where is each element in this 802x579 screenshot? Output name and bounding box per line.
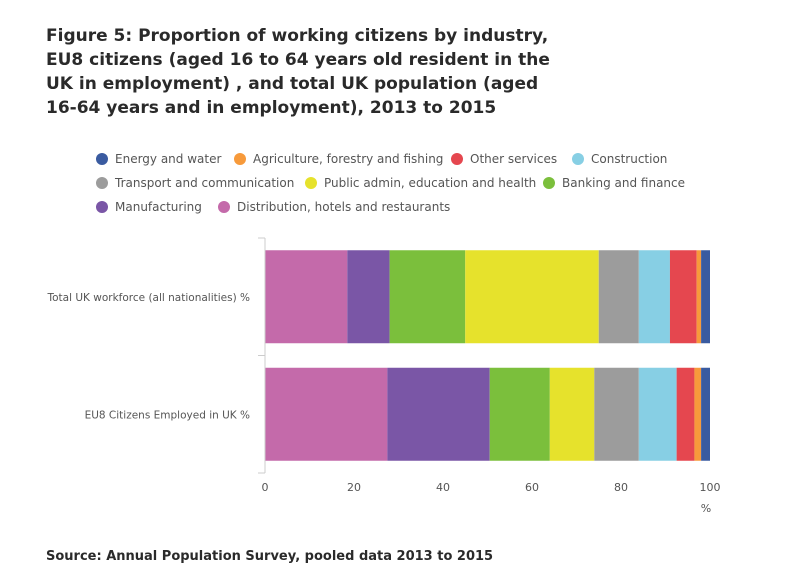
legend-swatch-public-admin xyxy=(305,177,317,189)
legend-swatch-other-services xyxy=(451,153,463,165)
legend-item-other-services[interactable]: Other services xyxy=(451,150,557,168)
legend-item-manufacturing[interactable]: Manufacturing xyxy=(96,198,202,216)
bar-segment-public-admin-education-and-health xyxy=(465,250,599,344)
x-tick-label: 0 xyxy=(262,481,269,494)
chart-legend: Energy and water Agriculture, forestry a… xyxy=(96,150,736,222)
legend-item-distribution[interactable]: Distribution, hotels and restaurants xyxy=(218,198,450,216)
bar-segment-distribution-hotels-and-restaurants xyxy=(265,250,348,344)
legend-row: Transport and communication Public admin… xyxy=(96,174,736,198)
legend-label-construction: Construction xyxy=(591,152,668,166)
legend-swatch-transport xyxy=(96,177,108,189)
bar-segment-agriculture-forestry-and-fishing xyxy=(696,250,702,344)
legend-item-public-admin[interactable]: Public admin, education and health xyxy=(305,174,536,192)
legend-row: Energy and water Agriculture, forestry a… xyxy=(96,150,736,174)
legend-label-banking: Banking and finance xyxy=(562,176,686,190)
category-label: Total UK workforce (all nationalities) % xyxy=(46,292,250,304)
legend-item-construction[interactable]: Construction xyxy=(572,150,667,168)
source-note: Source: Annual Population Survey, pooled… xyxy=(46,549,494,564)
legend-item-transport[interactable]: Transport and communication xyxy=(96,174,294,192)
legend-swatch-agriculture xyxy=(234,153,246,165)
x-tick-label: 20 xyxy=(347,481,361,494)
bar-segment-energy-and-water xyxy=(701,367,710,461)
legend-label-manufacturing: Manufacturing xyxy=(115,200,202,214)
legend-label-other-services: Other services xyxy=(470,152,558,166)
legend-label-energy-and-water: Energy and water xyxy=(115,152,222,166)
bar-segment-other-services xyxy=(669,250,697,344)
bar-segment-banking-and-finance xyxy=(489,367,550,461)
legend-item-agriculture[interactable]: Agriculture, forestry and fishing xyxy=(234,150,443,168)
bar-segment-manufacturing xyxy=(347,250,390,344)
x-tick-label: 100 xyxy=(700,481,721,494)
bar-segment-transport-and-communication xyxy=(594,367,639,461)
bar-segment-manufacturing xyxy=(387,367,490,461)
bar-segment-energy-and-water xyxy=(701,250,710,344)
legend-swatch-banking xyxy=(543,177,555,189)
legend-label-transport: Transport and communication xyxy=(115,176,295,190)
x-tick-label: 40 xyxy=(436,481,450,494)
legend-swatch-distribution xyxy=(218,201,230,213)
legend-swatch-construction xyxy=(572,153,584,165)
legend-item-energy-and-water[interactable]: Energy and water xyxy=(96,150,221,168)
legend-item-banking[interactable]: Banking and finance xyxy=(543,174,685,192)
legend-row: Manufacturing Distribution, hotels and r… xyxy=(96,198,736,222)
legend-label-public-admin: Public admin, education and health xyxy=(324,176,537,190)
bar-segment-other-services xyxy=(676,367,695,461)
category-label: EU8 Citizens Employed in UK % xyxy=(85,409,250,421)
chart-title: Figure 5: Proportion of working citizens… xyxy=(46,26,550,118)
bar-segment-agriculture-forestry-and-fishing xyxy=(694,367,702,461)
x-tick-label: 60 xyxy=(525,481,539,494)
bar-segment-banking-and-finance xyxy=(389,250,466,344)
legend-swatch-manufacturing xyxy=(96,201,108,213)
legend-label-distribution: Distribution, hotels and restaurants xyxy=(237,200,451,214)
x-tick-label: 80 xyxy=(614,481,628,494)
legend-label-agriculture: Agriculture, forestry and fishing xyxy=(253,152,444,166)
bar-segment-construction xyxy=(638,250,670,344)
legend-swatch-energy-and-water xyxy=(96,153,108,165)
x-axis-label: % xyxy=(701,502,711,515)
bar-segment-construction xyxy=(638,367,677,461)
bar-segment-public-admin-education-and-health xyxy=(549,367,595,461)
bar-segment-distribution-hotels-and-restaurants xyxy=(265,367,388,461)
bar-segment-transport-and-communication xyxy=(598,250,639,344)
